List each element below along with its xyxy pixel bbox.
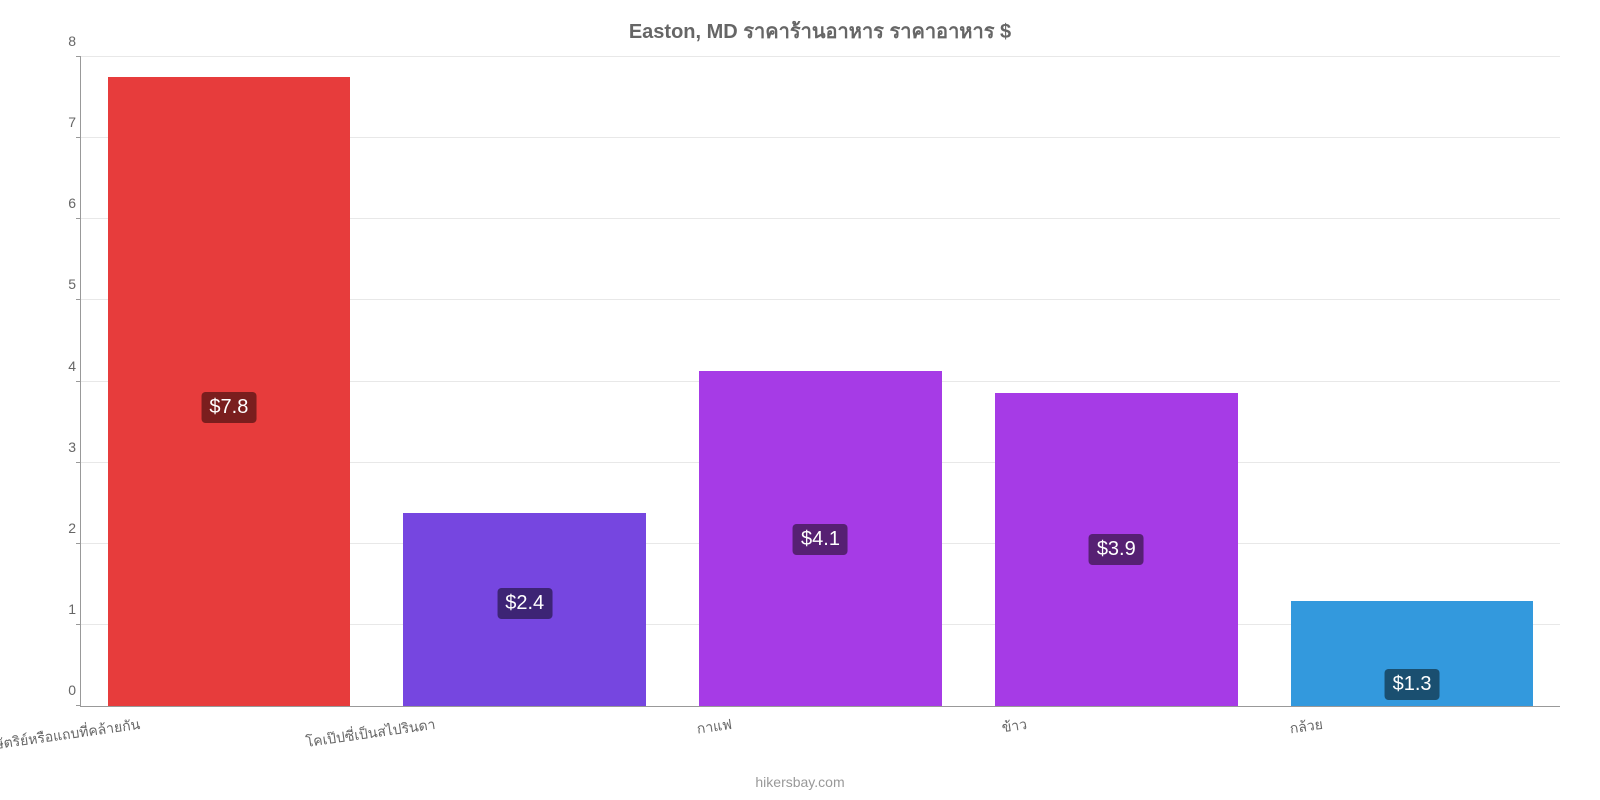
plot-area: 012345678$7.8เบอร์เกอร์ Mac กษัตริย์หรือ… bbox=[80, 57, 1560, 707]
y-tick-label: 0 bbox=[46, 682, 76, 698]
y-tick-mark bbox=[76, 462, 81, 463]
y-tick-mark bbox=[76, 56, 81, 57]
y-tick-label: 8 bbox=[46, 33, 76, 49]
bar-value-label: $3.9 bbox=[1089, 534, 1144, 565]
x-category-label: ข้าว bbox=[1000, 706, 1029, 739]
y-tick-label: 3 bbox=[46, 439, 76, 455]
bar-value-label: $1.3 bbox=[1385, 669, 1440, 700]
y-tick-label: 6 bbox=[46, 195, 76, 211]
x-category-label: โคเป๊ปซี่เป็นสไปรินดา bbox=[304, 706, 438, 754]
y-tick-mark bbox=[76, 218, 81, 219]
y-tick-mark bbox=[76, 381, 81, 382]
y-tick-mark bbox=[76, 137, 81, 138]
y-tick-mark bbox=[76, 299, 81, 300]
bar-value-label: $7.8 bbox=[201, 392, 256, 423]
bar: $1.3 bbox=[1291, 601, 1534, 706]
attribution-text: hikersbay.com bbox=[755, 774, 844, 790]
bar-value-label: $4.1 bbox=[793, 524, 848, 555]
y-tick-label: 4 bbox=[46, 358, 76, 374]
x-category-label: กาแฟ bbox=[694, 706, 733, 741]
bar-value-label: $2.4 bbox=[497, 588, 552, 619]
grid-line bbox=[81, 56, 1560, 57]
x-category-label: กล้วย bbox=[1288, 706, 1325, 740]
y-tick-mark bbox=[76, 705, 81, 706]
y-tick-label: 2 bbox=[46, 520, 76, 536]
chart-container: Easton, MD ราคาร้านอาหาร ราคาอาหาร $ 012… bbox=[0, 0, 1600, 800]
y-tick-mark bbox=[76, 624, 81, 625]
x-category-label: เบอร์เกอร์ Mac กษัตริย์หรือแถบที่คล้ายกั… bbox=[0, 706, 141, 770]
y-tick-mark bbox=[76, 543, 81, 544]
y-tick-label: 7 bbox=[46, 114, 76, 130]
chart-title: Easton, MD ราคาร้านอาหาร ราคาอาหาร $ bbox=[80, 15, 1560, 47]
y-tick-label: 5 bbox=[46, 276, 76, 292]
bar: $7.8 bbox=[108, 77, 351, 706]
y-tick-label: 1 bbox=[46, 601, 76, 617]
bar: $4.1 bbox=[699, 371, 942, 706]
bar: $3.9 bbox=[995, 393, 1238, 706]
bar: $2.4 bbox=[403, 513, 646, 706]
